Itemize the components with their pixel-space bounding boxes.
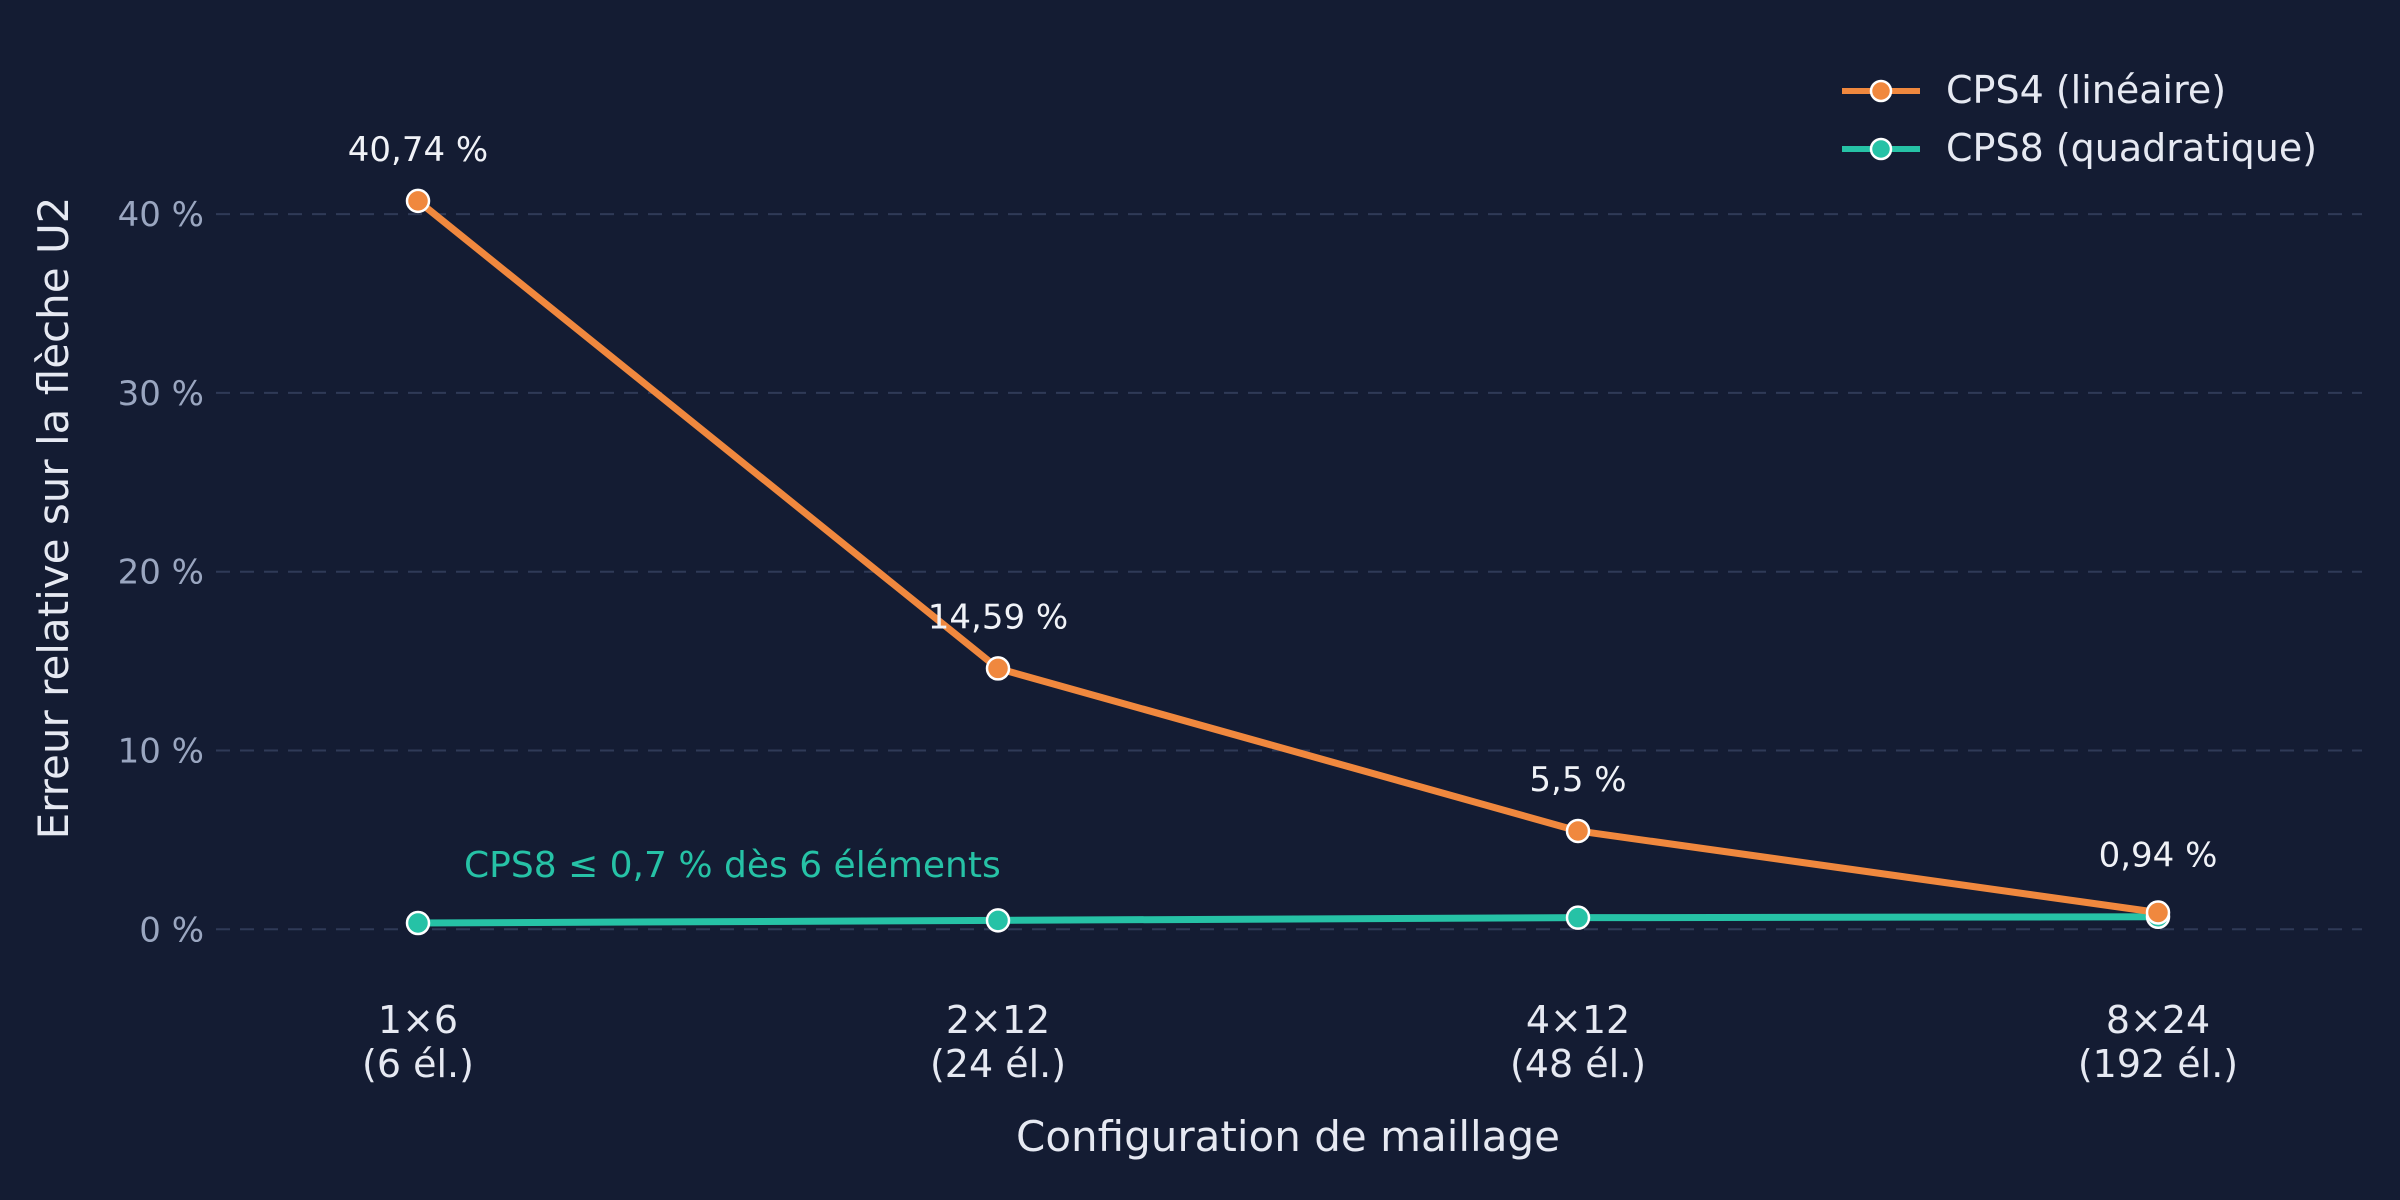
legend[interactable]: CPS4 (linéaire) CPS8 (quadratique): [1842, 68, 2317, 170]
series-line-cps8: [414, 913, 2162, 927]
data-point-cps8[interactable]: [405, 910, 431, 936]
data-point-cps8[interactable]: [1565, 905, 1591, 930]
x-axis-title: Configuration de maillage: [1016, 1112, 1560, 1161]
x-tick-label: 1×6 (6 él.): [362, 998, 474, 1086]
y-tick-label: 20 %: [118, 553, 204, 593]
y-axis-title: Erreur relative sur la flèche U2: [29, 197, 78, 840]
legend-label-cps8: CPS8 (quadratique): [1946, 126, 2317, 170]
x-axis-ticks: 1×6 (6 él.) 2×12 (24 él.) 4×12 (48 él.) 8×24 (1…: [362, 998, 2238, 1086]
data-point-cps4[interactable]: [405, 188, 431, 214]
legend-swatch-cps4-marker: [1869, 79, 1893, 103]
data-labels-layer: 40,74 % 14,59 % 5,5 % 0,94 %: [348, 130, 2218, 876]
x-tick-label: 8×24 (192 él.): [2078, 998, 2238, 1086]
grid-layer: [216, 213, 2362, 931]
data-point-cps8[interactable]: [985, 908, 1011, 933]
y-tick-label: 40 %: [118, 195, 204, 235]
data-label-cps4: 5,5 %: [1529, 760, 1626, 800]
legend-item-cps8[interactable]: CPS8 (quadratique): [1842, 126, 2317, 170]
series-line-cps4: [414, 197, 2162, 916]
legend-item-cps4[interactable]: CPS4 (linéaire): [1842, 68, 2226, 112]
data-point-cps4[interactable]: [985, 656, 1011, 681]
y-tick-label: 10 %: [118, 732, 204, 772]
data-label-cps4: 0,94 %: [2099, 835, 2218, 875]
y-axis-ticks: 0 % 10 % 20 % 30 % 40 %: [118, 195, 204, 950]
data-label-cps4: 40,74 %: [348, 130, 488, 170]
y-tick-label: 0 %: [139, 910, 204, 950]
x-tick-label: 4×12 (48 él.): [1510, 998, 1646, 1086]
data-label-cps4: 14,59 %: [928, 597, 1068, 637]
data-point-cps4[interactable]: [1565, 818, 1591, 844]
cps8-annotation: CPS8 ≤ 0,7 % dès 6 éléments: [464, 845, 1001, 886]
legend-label-cps4: CPS4 (linéaire): [1946, 68, 2226, 112]
data-point-cps4[interactable]: [2145, 900, 2171, 925]
legend-swatch-cps8-marker: [1869, 137, 1893, 161]
x-tick-label: 2×12 (24 él.): [930, 998, 1066, 1086]
series-layer: [405, 188, 2171, 936]
y-tick-label: 30 %: [118, 374, 204, 414]
